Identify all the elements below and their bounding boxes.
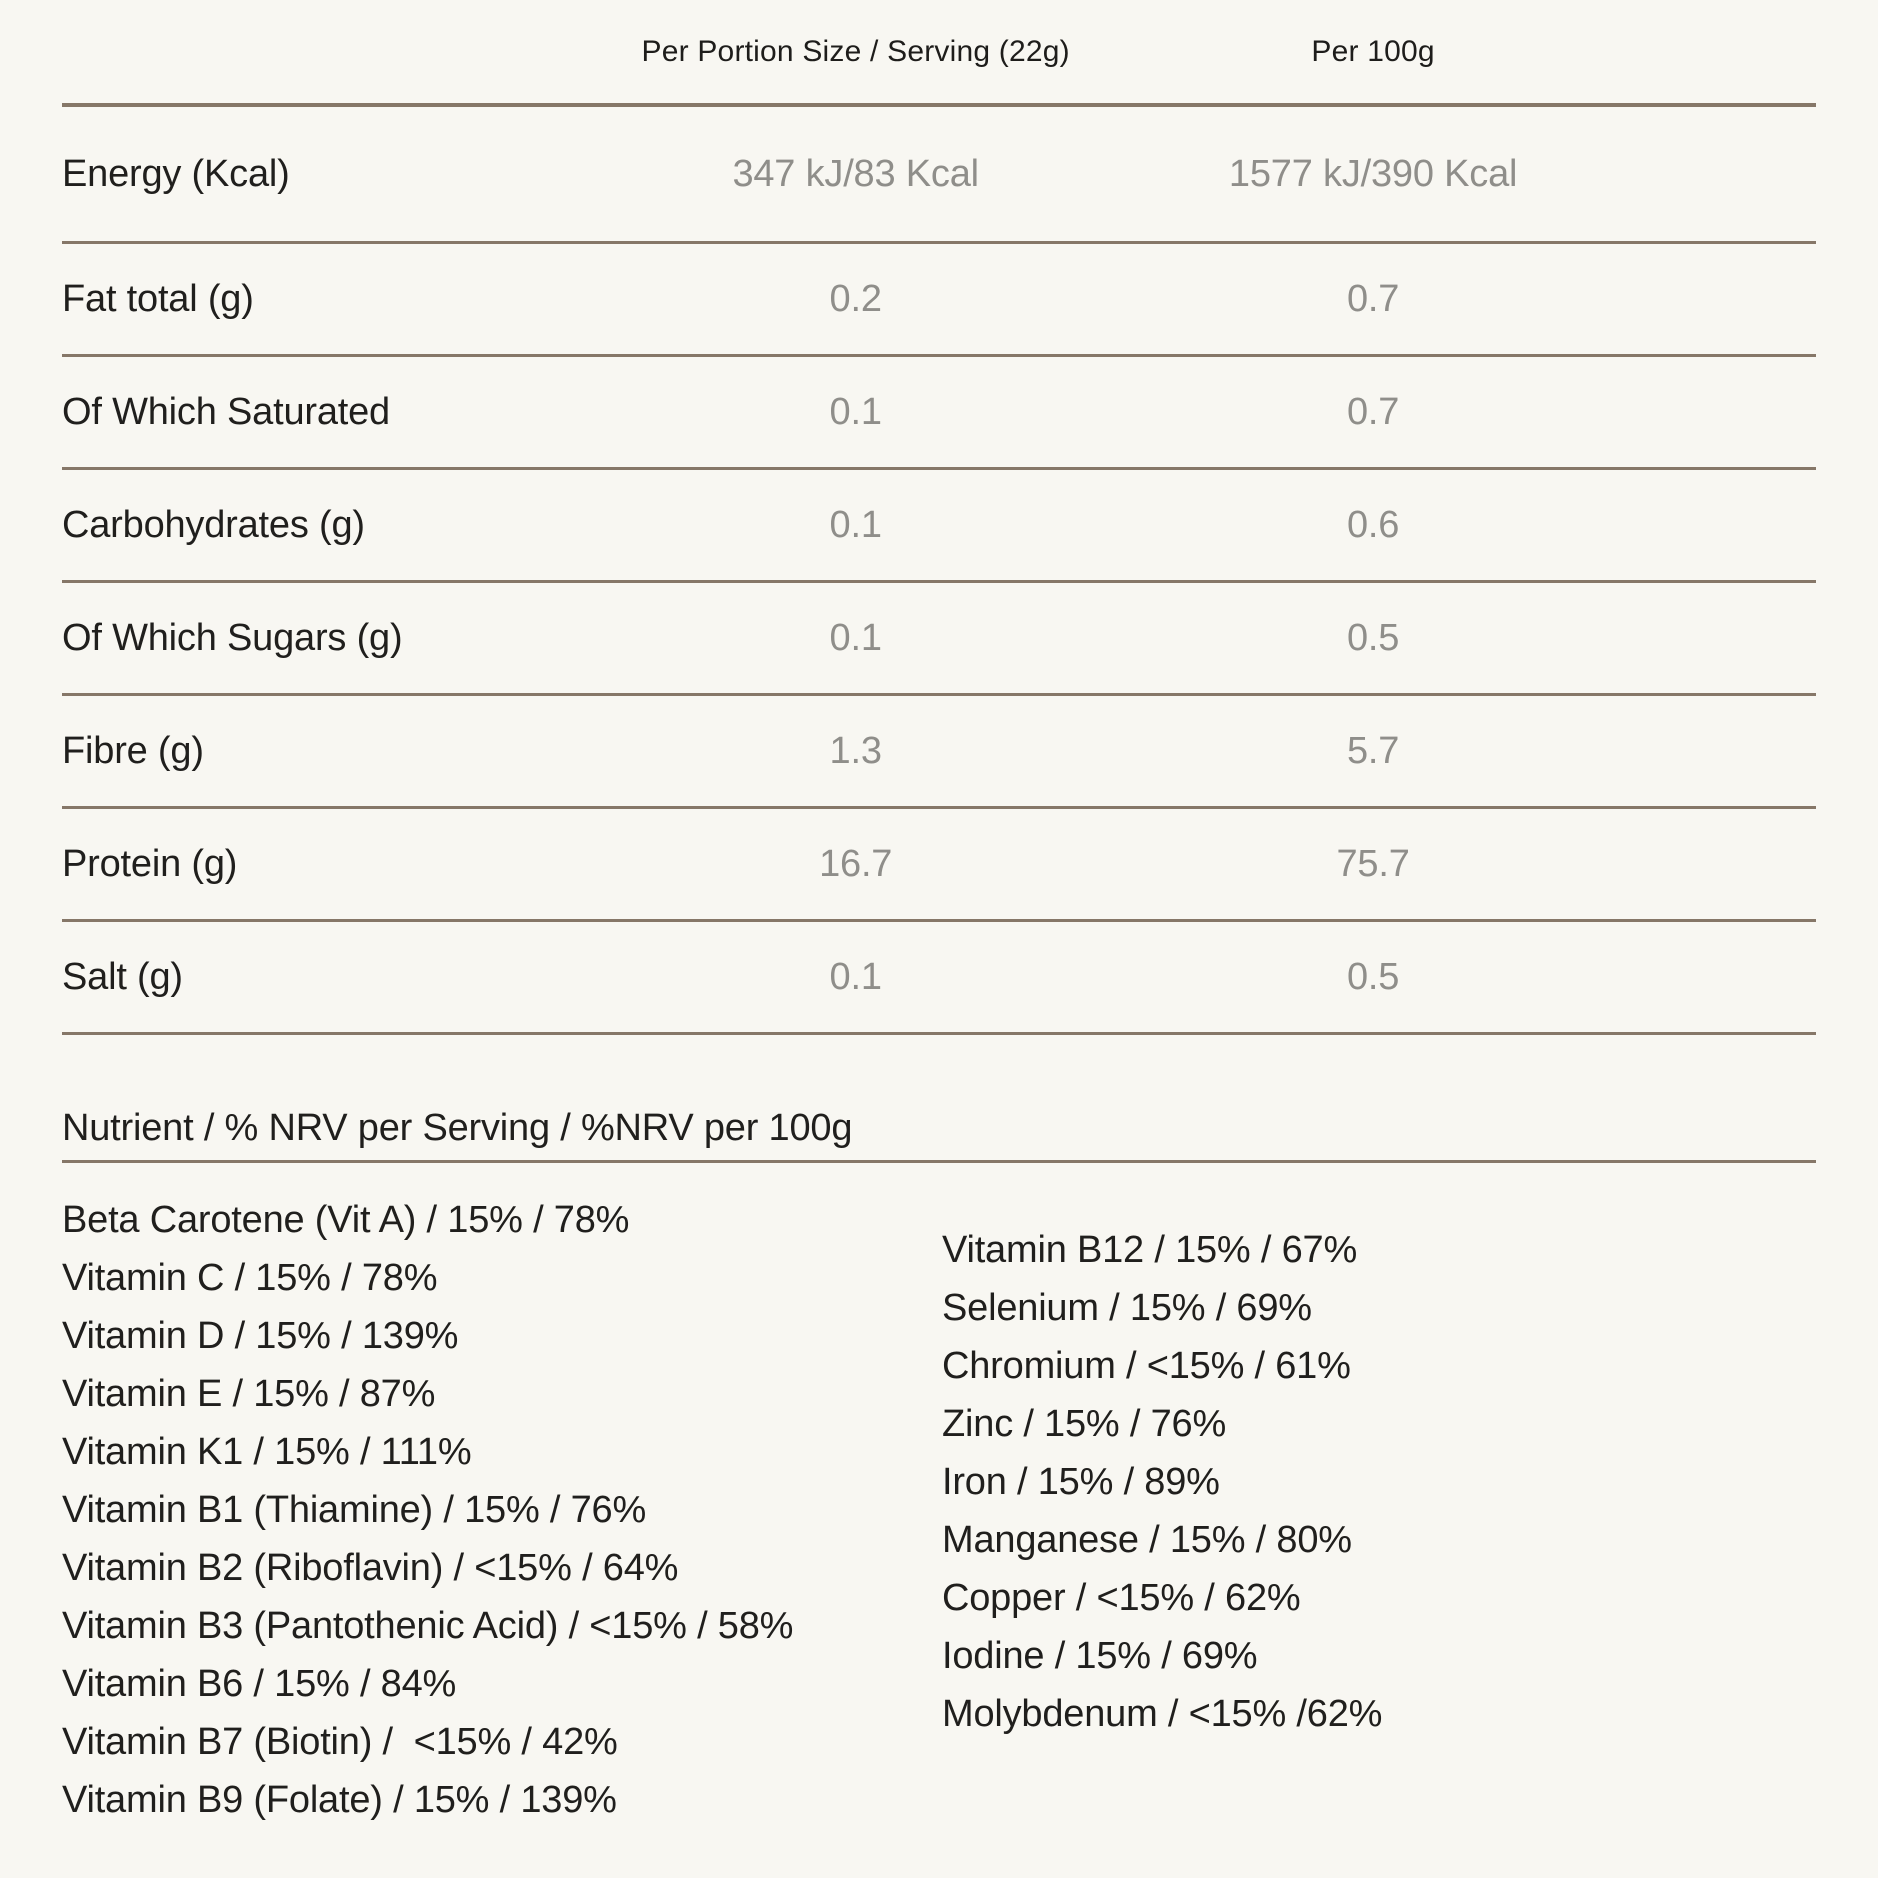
- row-label: Fat total (g): [62, 277, 254, 320]
- nutrient-item: Vitamin B12 / 15% / 67%: [942, 1229, 1358, 1271]
- table-row: Of Which Sugars (g) 0.1 0.5: [62, 583, 1816, 696]
- nutrient-item: Iodine / 15% / 69%: [942, 1635, 1258, 1677]
- row-label: Of Which Sugars (g): [62, 616, 403, 659]
- table-header-row: Per Portion Size / Serving (22g) Per 100…: [62, 0, 1816, 107]
- value-per-100g: 0.6: [1346, 503, 1400, 546]
- nutrient-item: Selenium / 15% / 69%: [942, 1287, 1312, 1329]
- table-row: Of Which Saturated 0.1 0.7: [62, 357, 1816, 470]
- table-row: Protein (g) 16.7 75.7: [62, 809, 1816, 922]
- value-per-100g: 5.7: [1346, 729, 1400, 772]
- nutrient-item: Vitamin B9 (Folate) / 15% / 139%: [62, 1779, 617, 1821]
- nutrient-item: Vitamin D / 15% / 139%: [62, 1315, 459, 1357]
- nutrient-item: Vitamin B7 (Biotin) / <15% / 42%: [62, 1721, 618, 1763]
- row-label: Salt (g): [62, 955, 183, 998]
- value-per-serving: 0.1: [829, 616, 882, 659]
- value-per-100g: 0.7: [1346, 277, 1400, 320]
- nutrient-item: Vitamin B1 (Thiamine) / 15% / 76%: [62, 1489, 647, 1531]
- nutrient-item: Vitamin C / 15% / 78%: [62, 1257, 438, 1299]
- table-row: Fat total (g) 0.2 0.7: [62, 244, 1816, 357]
- value-per-100g: 0.7: [1346, 390, 1400, 433]
- value-per-serving: 16.7: [819, 842, 893, 885]
- nrv-section-header: Nutrient / % NRV per Serving / %NRV per …: [62, 1035, 1816, 1163]
- table-row: Energy (Kcal) 347 kJ/83 Kcal 1577 kJ/390…: [62, 107, 1816, 244]
- value-per-100g: 0.5: [1346, 955, 1400, 998]
- nutrient-item: Iron / 15% / 89%: [942, 1461, 1220, 1503]
- table-row: Carbohydrates (g) 0.1 0.6: [62, 470, 1816, 583]
- row-label: Protein (g): [62, 842, 238, 885]
- row-label: Energy (Kcal): [62, 152, 290, 195]
- nutrient-item: Vitamin E / 15% / 87%: [62, 1373, 436, 1415]
- column-header-per-100g: Per 100g: [1311, 34, 1435, 68]
- nrv-list-right: Vitamin B12 / 15% / 67% Selenium / 15% /…: [942, 1221, 1816, 1829]
- nrv-section-title: Nutrient / % NRV per Serving / %NRV per …: [62, 1107, 853, 1149]
- value-per-serving: 0.1: [829, 390, 882, 433]
- row-label: Of Which Saturated: [62, 390, 390, 433]
- nutrient-item: Chromium / <15% / 61%: [942, 1345, 1351, 1387]
- nrv-lists: Beta Carotene (Vit A) / 15% / 78% Vitami…: [62, 1163, 1816, 1829]
- nutrient-item: Vitamin B3 (Pantothenic Acid) / <15% / 5…: [62, 1605, 794, 1647]
- value-per-serving: 0.1: [829, 955, 882, 998]
- column-header-per-serving: Per Portion Size / Serving (22g): [641, 34, 1070, 68]
- value-per-100g: 0.5: [1346, 616, 1400, 659]
- nutrient-item: Vitamin B6 / 15% / 84%: [62, 1663, 457, 1705]
- value-per-serving: 347 kJ/83 Kcal: [732, 152, 979, 195]
- nutrient-item: Zinc / 15% / 76%: [942, 1403, 1227, 1445]
- value-per-serving: 1.3: [829, 729, 882, 772]
- nutrient-item: Manganese / 15% / 80%: [942, 1519, 1352, 1561]
- value-per-serving: 0.1: [829, 503, 882, 546]
- nrv-list-left: Beta Carotene (Vit A) / 15% / 78% Vitami…: [62, 1191, 942, 1829]
- value-per-100g: 1577 kJ/390 Kcal: [1228, 152, 1518, 195]
- row-label: Fibre (g): [62, 729, 204, 772]
- value-per-serving: 0.2: [829, 277, 882, 320]
- nutrient-item: Beta Carotene (Vit A) / 15% / 78%: [62, 1199, 630, 1241]
- nutrient-item: Copper / <15% / 62%: [942, 1577, 1301, 1619]
- row-label: Carbohydrates (g): [62, 503, 365, 546]
- value-per-100g: 75.7: [1336, 842, 1410, 885]
- table-row: Salt (g) 0.1 0.5: [62, 922, 1816, 1035]
- table-row: Fibre (g) 1.3 5.7: [62, 696, 1816, 809]
- nutrient-item: Molybdenum / <15% /62%: [942, 1693, 1383, 1735]
- nutrient-item: Vitamin K1 / 15% / 111%: [62, 1431, 472, 1473]
- nutrient-item: Vitamin B2 (Riboflavin) / <15% / 64%: [62, 1547, 679, 1589]
